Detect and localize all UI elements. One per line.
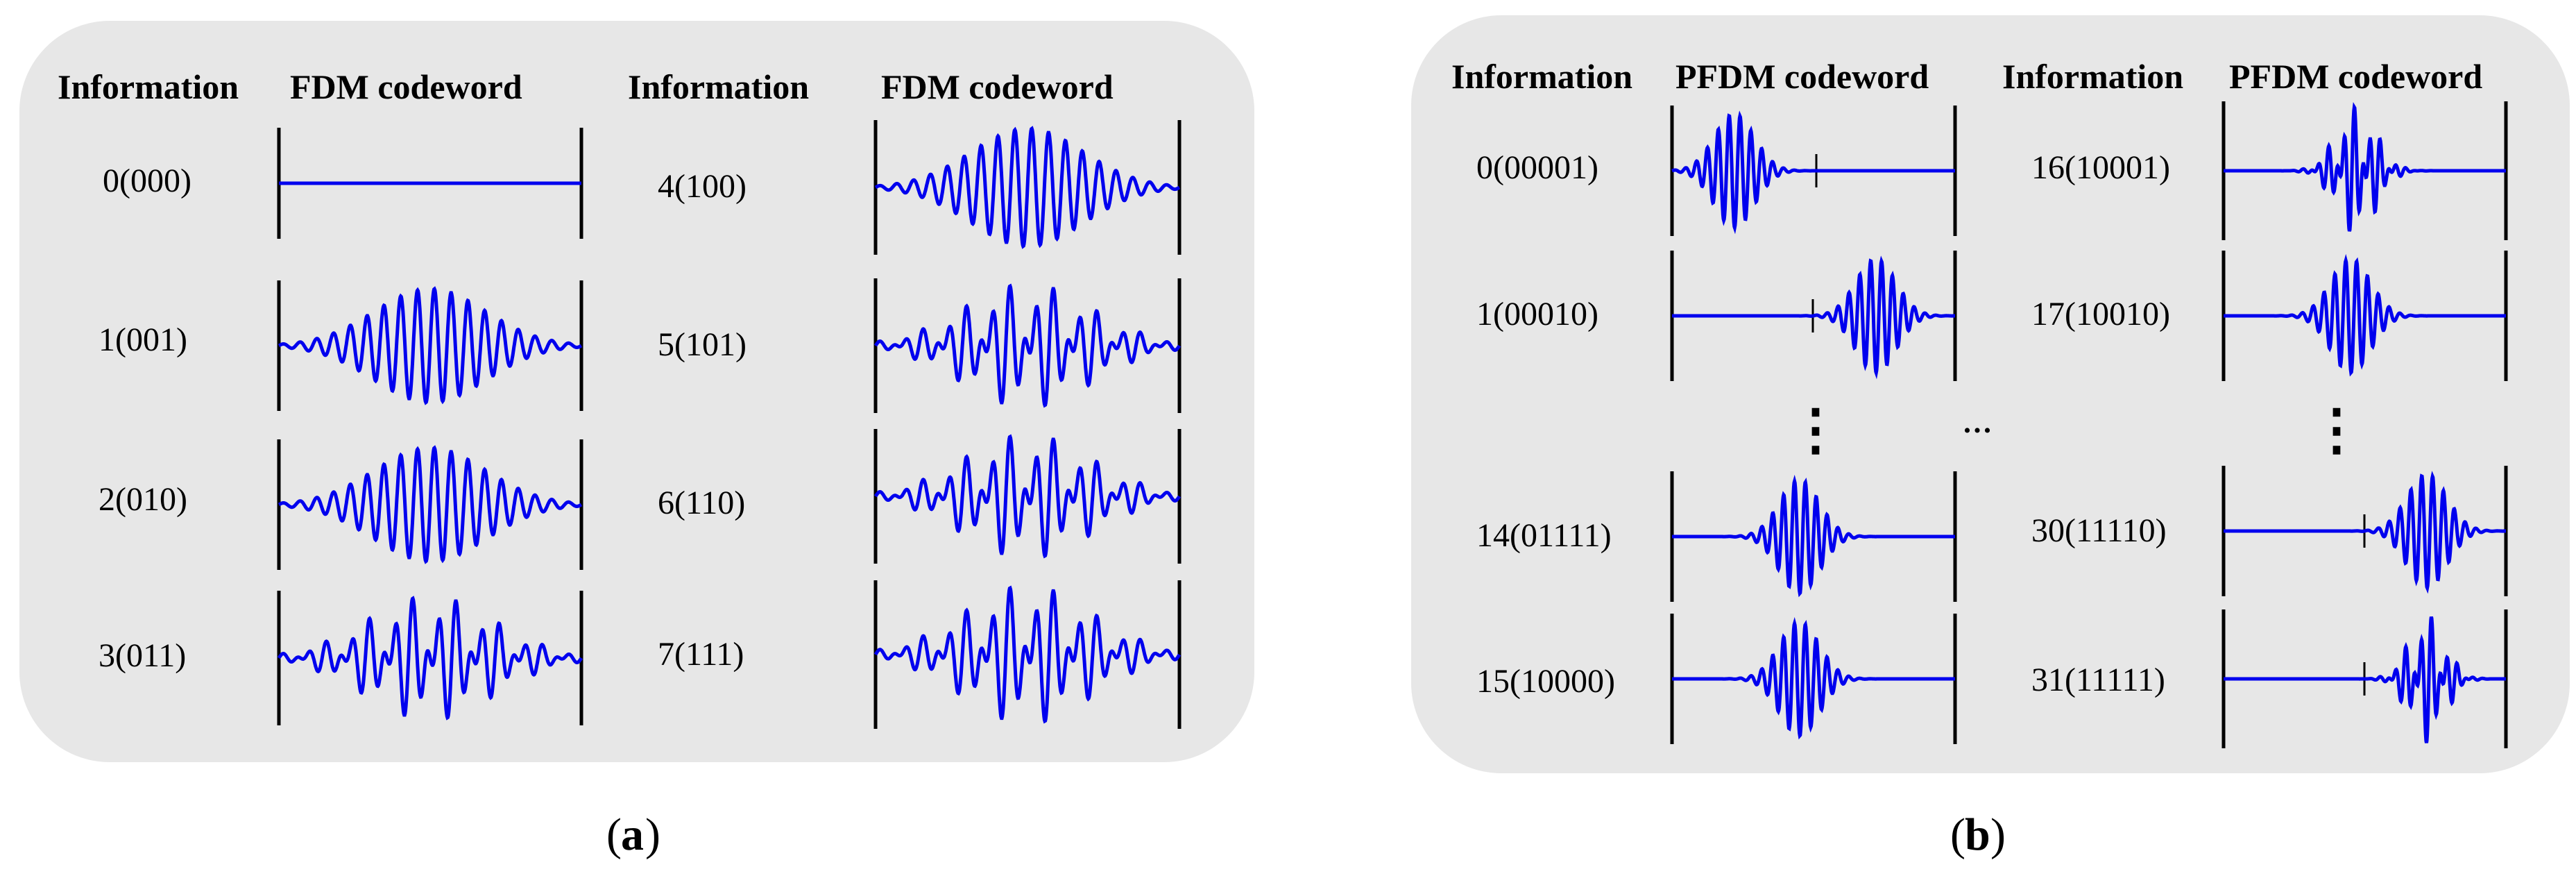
vertical-ellipsis-left: ⋮: [1788, 400, 1843, 461]
panel-b-codeword-waveform: [2224, 616, 2506, 743]
panel-a-info-label: 6(110): [658, 485, 745, 521]
panel-b-codeword-waveform: [2224, 253, 2506, 377]
panel-b-header-information-2: Information: [2002, 57, 2183, 96]
panel-b-info-label: 14(01111): [1476, 517, 1612, 554]
panel-a-codeword-waveform: [874, 126, 1181, 249]
panel-a-codeword-waveform: [277, 596, 583, 721]
panel-b-header-codeword-2: PFDM codeword: [2229, 57, 2482, 96]
caption-b-close-paren: ): [1990, 809, 2006, 860]
panel-b-codeword-waveform: [2224, 102, 2506, 232]
panel-b-codeword-waveform: [2224, 471, 2506, 594]
waveform-group: [277, 101, 2508, 748]
horizontal-ellipsis: •••: [1963, 419, 1994, 442]
panel-b-info-label: 31(11111): [2031, 662, 2165, 698]
panel-a-info-label: 3(011): [99, 637, 186, 674]
panel-b-codeword-waveform: [1671, 110, 1955, 235]
panel-a-info-label: 0(000): [103, 162, 191, 199]
panel-b-info-label: 30(11110): [2031, 512, 2167, 549]
panel-b-header-codeword-1: PFDM codeword: [1675, 57, 1929, 96]
panel-b-codeword-waveform: [1672, 255, 1955, 380]
panel-a-header-information-2: Information: [628, 67, 809, 106]
panel-b-info-label: 17(10010): [2031, 296, 2170, 332]
panel-b-info-label: 16(10001): [2031, 149, 2170, 186]
panel-b-codeword-waveform: [1672, 616, 1955, 740]
panel-a-codeword-waveform: [278, 286, 583, 405]
caption-a-open-paren: (: [606, 809, 622, 860]
panel-a-codeword-waveform: [873, 585, 1182, 724]
caption-b-open-paren: (: [1950, 809, 1965, 860]
panel-b-info-label: 15(10000): [1476, 663, 1615, 700]
panel-a-info-label: 7(111): [658, 636, 744, 673]
panel-b-info-label: 1(00010): [1476, 296, 1598, 332]
caption-a-letter: a: [621, 809, 644, 860]
caption-a-close-paren: ): [645, 809, 660, 860]
panel-a-codeword-waveform: [873, 283, 1182, 408]
vertical-ellipsis-right: ⋮: [2309, 400, 2364, 461]
panel-a-header-codeword-1: FDM codeword: [290, 67, 522, 106]
panel-a-header-information-1: Information: [58, 67, 239, 106]
panel-b-header-information-1: Information: [1451, 57, 1632, 96]
caption-b-letter: b: [1965, 809, 1990, 860]
panel-a-info-label: 2(010): [99, 481, 187, 518]
panel-b-info-label: 0(00001): [1476, 149, 1598, 186]
panel-b-background: [1411, 15, 2570, 773]
panel-b-codeword-waveform: [1672, 474, 1955, 598]
panel-a-info-label: 5(101): [658, 326, 747, 363]
panel-a-header-codeword-2: FDM codeword: [881, 67, 1114, 106]
panel-a-codeword-waveform: [873, 434, 1182, 559]
panel-a-codeword-waveform: [278, 445, 583, 564]
panel-a-info-label: 1(001): [99, 321, 187, 358]
panel-a-info-label: 4(100): [658, 168, 747, 205]
